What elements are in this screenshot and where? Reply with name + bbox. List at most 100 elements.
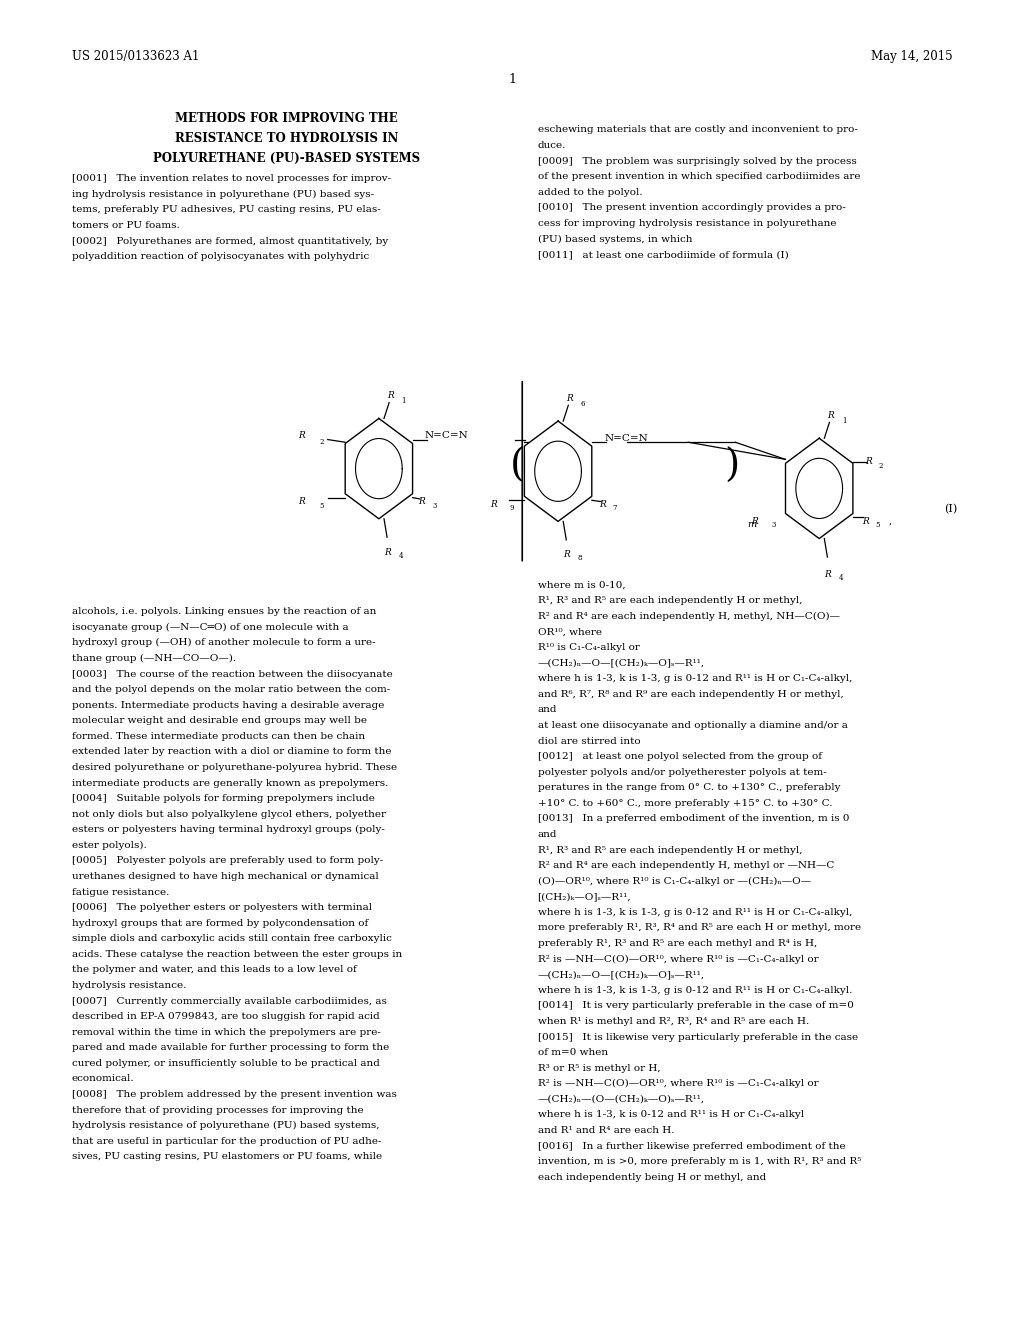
Text: added to the polyol.: added to the polyol. <box>538 187 642 197</box>
Text: R: R <box>387 391 394 400</box>
Text: the polymer and water, and this leads to a low level of: the polymer and water, and this leads to… <box>72 965 356 974</box>
Text: 7: 7 <box>612 504 616 512</box>
Text: R² and R⁴ are each independently H, methyl or —NH—C: R² and R⁴ are each independently H, meth… <box>538 861 834 870</box>
Text: of m=0 when: of m=0 when <box>538 1048 607 1057</box>
Text: [(CH₂)ₖ—O]ₛ—R¹¹,: [(CH₂)ₖ—O]ₛ—R¹¹, <box>538 892 631 902</box>
Text: R: R <box>751 517 758 525</box>
Text: peratures in the range from 0° C. to +130° C., preferably: peratures in the range from 0° C. to +13… <box>538 783 840 792</box>
Text: 3: 3 <box>771 521 775 529</box>
Text: R: R <box>599 500 606 508</box>
Text: invention, m is >0, more preferably m is 1, with R¹, R³ and R⁵: invention, m is >0, more preferably m is… <box>538 1158 861 1166</box>
Text: where h is 1-3, k is 0-12 and R¹¹ is H or C₁-C₄-alkyl: where h is 1-3, k is 0-12 and R¹¹ is H o… <box>538 1110 804 1119</box>
Text: where h is 1-3, k is 1-3, g is 0-12 and R¹¹ is H or C₁-C₄-alkyl,: where h is 1-3, k is 1-3, g is 0-12 and … <box>538 675 852 684</box>
Text: 4: 4 <box>839 574 843 582</box>
Text: cess for improving hydrolysis resistance in polyurethane: cess for improving hydrolysis resistance… <box>538 219 837 228</box>
Text: tomers or PU foams.: tomers or PU foams. <box>72 220 179 230</box>
Text: ponents. Intermediate products having a desirable average: ponents. Intermediate products having a … <box>72 701 384 710</box>
Text: 5: 5 <box>876 521 880 529</box>
Text: 1: 1 <box>401 397 406 405</box>
Text: [0003]   The course of the reaction between the diisocyanate: [0003] The course of the reaction betwee… <box>72 669 392 678</box>
Text: hydroxyl groups that are formed by polycondensation of: hydroxyl groups that are formed by polyc… <box>72 919 368 928</box>
Text: R: R <box>563 550 570 560</box>
Text: OR¹⁰, where: OR¹⁰, where <box>538 627 602 636</box>
Text: acids. These catalyse the reaction between the ester groups in: acids. These catalyse the reaction betwe… <box>72 950 402 958</box>
Text: —(CH₂)ₙ—O—[(CH₂)ₖ—O]ₛ—R¹¹,: —(CH₂)ₙ—O—[(CH₂)ₖ—O]ₛ—R¹¹, <box>538 659 705 668</box>
Text: R² and R⁴ are each independently H, methyl, NH—C(O)—: R² and R⁴ are each independently H, meth… <box>538 612 840 622</box>
Text: formed. These intermediate products can then be chain: formed. These intermediate products can … <box>72 731 365 741</box>
Text: intermediate products are generally known as prepolymers.: intermediate products are generally know… <box>72 779 388 788</box>
Text: economical.: economical. <box>72 1074 134 1084</box>
Text: R: R <box>298 432 305 440</box>
Text: ester polyols).: ester polyols). <box>72 841 146 850</box>
Text: [0002]   Polyurethanes are formed, almost quantitatively, by: [0002] Polyurethanes are formed, almost … <box>72 236 388 246</box>
Text: [0013]   In a preferred embodiment of the invention, m is 0: [0013] In a preferred embodiment of the … <box>538 814 849 824</box>
Text: R¹, R³ and R⁵ are each independently H or methyl,: R¹, R³ and R⁵ are each independently H o… <box>538 597 802 606</box>
Text: fatigue resistance.: fatigue resistance. <box>72 887 169 896</box>
Text: 9: 9 <box>510 504 514 512</box>
Text: 8: 8 <box>578 554 582 562</box>
Text: simple diols and carboxylic acids still contain free carboxylic: simple diols and carboxylic acids still … <box>72 935 391 944</box>
Text: extended later by reaction with a diol or diamine to form the: extended later by reaction with a diol o… <box>72 747 391 756</box>
Text: ): ) <box>725 447 739 484</box>
Text: each independently being H or methyl, and: each independently being H or methyl, an… <box>538 1172 766 1181</box>
Text: 1: 1 <box>842 417 846 425</box>
Text: preferably R¹, R³ and R⁵ are each methyl and R⁴ is H,: preferably R¹, R³ and R⁵ are each methyl… <box>538 939 817 948</box>
Text: [0014]   It is very particularly preferable in the case of m=0: [0014] It is very particularly preferabl… <box>538 1002 853 1010</box>
Text: ,: , <box>889 517 892 525</box>
Text: R³ or R⁵ is methyl or H,: R³ or R⁵ is methyl or H, <box>538 1064 660 1073</box>
Text: hydroxyl group (—OH) of another molecule to form a ure-: hydroxyl group (—OH) of another molecule… <box>72 639 376 648</box>
Text: POLYURETHANE (PU)-BASED SYSTEMS: POLYURETHANE (PU)-BASED SYSTEMS <box>154 152 420 165</box>
Text: more preferably R¹, R³, R⁴ and R⁵ are each H or methyl, more: more preferably R¹, R³, R⁴ and R⁵ are ea… <box>538 924 861 932</box>
Text: R: R <box>489 500 497 508</box>
Text: where m is 0-10,: where m is 0-10, <box>538 581 626 590</box>
Text: where h is 1-3, k is 1-3, g is 0-12 and R¹¹ is H or C₁-C₄-alkyl,: where h is 1-3, k is 1-3, g is 0-12 and … <box>538 908 852 917</box>
Text: polyester polyols and/or polyetherester polyols at tem-: polyester polyols and/or polyetherester … <box>538 768 826 776</box>
Text: 5: 5 <box>319 502 324 510</box>
Text: R: R <box>418 498 425 506</box>
Text: R: R <box>824 570 831 579</box>
Text: not only diols but also polyalkylene glycol ethers, polyether: not only diols but also polyalkylene gly… <box>72 809 386 818</box>
Text: [0012]   at least one polyol selected from the group of: [0012] at least one polyol selected from… <box>538 752 821 762</box>
Text: [0015]   It is likewise very particularly preferable in the case: [0015] It is likewise very particularly … <box>538 1032 858 1041</box>
Text: (: ( <box>510 447 524 484</box>
Text: N=C=N: N=C=N <box>604 434 648 442</box>
Text: and: and <box>538 705 557 714</box>
Text: urethanes designed to have high mechanical or dynamical: urethanes designed to have high mechanic… <box>72 873 379 880</box>
Text: [0008]   The problem addressed by the present invention was: [0008] The problem addressed by the pres… <box>72 1090 396 1100</box>
Text: ing hydrolysis resistance in polyurethane (PU) based sys-: ing hydrolysis resistance in polyurethan… <box>72 190 374 199</box>
Text: therefore that of providing processes for improving the: therefore that of providing processes fo… <box>72 1106 364 1114</box>
Text: hydrolysis resistance.: hydrolysis resistance. <box>72 981 186 990</box>
Text: [0016]   In a further likewise preferred embodiment of the: [0016] In a further likewise preferred e… <box>538 1142 845 1151</box>
Text: R: R <box>865 458 872 466</box>
Text: R² is —NH—C(O)—OR¹⁰, where R¹⁰ is —C₁-C₄-alkyl or: R² is —NH—C(O)—OR¹⁰, where R¹⁰ is —C₁-C₄… <box>538 954 818 964</box>
Text: [0005]   Polyester polyols are preferably used to form poly-: [0005] Polyester polyols are preferably … <box>72 857 383 866</box>
Text: of the present invention in which specified carbodiimides are: of the present invention in which specif… <box>538 172 860 181</box>
Text: R: R <box>384 548 391 557</box>
Text: R: R <box>298 498 305 506</box>
Text: 6: 6 <box>581 400 585 408</box>
Text: m: m <box>748 520 757 528</box>
Text: (PU) based systems, in which: (PU) based systems, in which <box>538 235 692 244</box>
Text: 2: 2 <box>319 438 324 446</box>
Text: hydrolysis resistance of polyurethane (PU) based systems,: hydrolysis resistance of polyurethane (P… <box>72 1121 379 1130</box>
Text: 1: 1 <box>508 73 516 86</box>
Text: 2: 2 <box>879 462 883 470</box>
Text: R: R <box>862 517 869 525</box>
Text: removal within the time in which the prepolymers are pre-: removal within the time in which the pre… <box>72 1028 381 1036</box>
Text: sives, PU casting resins, PU elastomers or PU foams, while: sives, PU casting resins, PU elastomers … <box>72 1152 382 1162</box>
Text: desired polyurethane or polyurethane-polyurea hybrid. These: desired polyurethane or polyurethane-pol… <box>72 763 397 772</box>
Text: cured polymer, or insufficiently soluble to be practical and: cured polymer, or insufficiently soluble… <box>72 1059 380 1068</box>
Text: [0007]   Currently commercially available carbodiimides, as: [0007] Currently commercially available … <box>72 997 386 1006</box>
Text: —(CH₂)ₙ—(O—(CH₂)ₖ—O)ₛ—R¹¹,: —(CH₂)ₙ—(O—(CH₂)ₖ—O)ₛ—R¹¹, <box>538 1094 705 1104</box>
Text: R: R <box>566 393 573 403</box>
Text: [0011]   at least one carbodiimide of formula (I): [0011] at least one carbodiimide of form… <box>538 249 788 259</box>
Text: eschewing materials that are costly and inconvenient to pro-: eschewing materials that are costly and … <box>538 125 857 135</box>
Text: pared and made available for further processing to form the: pared and made available for further pro… <box>72 1043 389 1052</box>
Text: where h is 1-3, k is 1-3, g is 0-12 and R¹¹ is H or C₁-C₄-alkyl.: where h is 1-3, k is 1-3, g is 0-12 and … <box>538 986 852 995</box>
Text: molecular weight and desirable end groups may well be: molecular weight and desirable end group… <box>72 717 367 725</box>
Text: and: and <box>538 830 557 840</box>
Text: at least one diisocyanate and optionally a diamine and/or a: at least one diisocyanate and optionally… <box>538 721 848 730</box>
Text: [0009]   The problem was surprisingly solved by the process: [0009] The problem was surprisingly solv… <box>538 157 856 165</box>
Text: described in EP-A 0799843, are too sluggish for rapid acid: described in EP-A 0799843, are too slugg… <box>72 1012 380 1022</box>
Text: when R¹ is methyl and R², R³, R⁴ and R⁵ are each H.: when R¹ is methyl and R², R³, R⁴ and R⁵ … <box>538 1016 809 1026</box>
